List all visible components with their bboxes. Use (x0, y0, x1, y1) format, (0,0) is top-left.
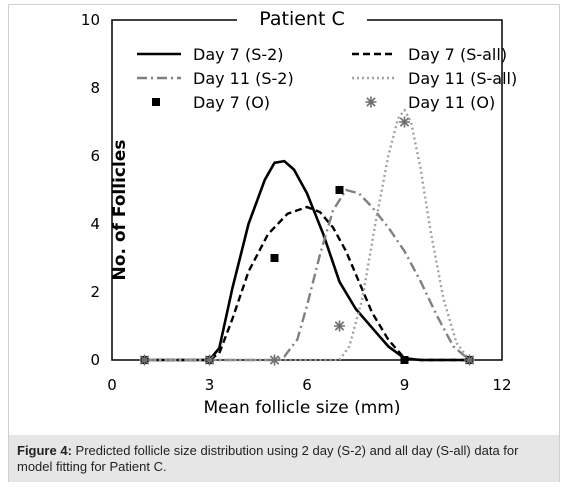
x-tick-label: 6 (302, 376, 312, 394)
series-day-11-s-all (144, 108, 471, 362)
y-tick-label: 8 (90, 79, 100, 97)
legend-label: Day 7 (S-2) (193, 45, 284, 64)
legend-label: Day 7 (S-all) (408, 45, 507, 64)
data-point-square (335, 186, 344, 194)
data-point-star (204, 354, 215, 366)
legend-symbol (152, 98, 160, 106)
y-axis-label: No. of Follicles (110, 140, 130, 281)
data-point-star (139, 354, 150, 366)
legend-symbol (365, 96, 377, 108)
y-tick-label: 0 (90, 351, 100, 369)
title-background (237, 9, 367, 31)
series-line (144, 159, 470, 362)
caption-text: Predicted follicle size distribution usi… (17, 443, 519, 474)
data-point-star (464, 354, 475, 366)
x-tick-label: 12 (492, 376, 511, 394)
legend-item: Day 7 (S-all) (352, 45, 507, 64)
chart-title: Patient C (259, 8, 344, 30)
series-day-7-o (140, 186, 474, 364)
x-tick-label: 9 (400, 376, 410, 394)
data-point-star (269, 354, 280, 366)
x-tick-label: 0 (107, 376, 117, 394)
legend-label: Day 11 (S-2) (193, 69, 294, 88)
figure-frame: 0 3 6 9 12 0 2 4 6 8 10 Day 7 (S-2) Day 7 (S-all) Da… (8, 4, 560, 482)
series-day-11-s-2 (144, 188, 471, 362)
y-tick-label: 2 (90, 283, 100, 301)
series-line (144, 108, 471, 362)
figure-caption: Figure 4: Predicted follicle size distri… (17, 443, 553, 475)
series-day-7-s-all (144, 205, 470, 362)
legend-item: Day 11 (O) (365, 93, 495, 112)
xlabel-background (219, 394, 399, 418)
y-tick-label: 10 (81, 11, 100, 29)
data-point-square (400, 356, 409, 364)
series-day-11-o (139, 116, 475, 366)
legend-item: Day 11 (S-2) (137, 69, 294, 88)
data-point-square (270, 254, 279, 262)
caption-box: Figure 4: Predicted follicle size distri… (9, 435, 559, 482)
legend: Day 7 (S-2) Day 7 (S-all) Day 11 (S-2) Day … (137, 45, 517, 112)
legend-label: Day 11 (O) (408, 93, 495, 112)
series-day-7-s-2 (144, 159, 470, 362)
series-line (144, 188, 471, 362)
x-tick-label: 3 (205, 376, 215, 394)
y-tick-label: 6 (90, 147, 100, 165)
caption-label: Figure 4: (17, 443, 72, 458)
legend-label: Day 7 (O) (193, 93, 270, 112)
legend-item: Day 11 (S-all) (352, 69, 517, 88)
legend-label: Day 11 (S-all) (408, 69, 517, 88)
data-point-star (334, 320, 345, 332)
data-point-star (399, 116, 410, 128)
y-tick-label: 4 (90, 215, 100, 233)
legend-item: Day 7 (S-2) (137, 45, 284, 64)
x-axis-label: Mean follicle size (mm) (204, 398, 401, 418)
legend-item: Day 7 (O) (152, 93, 270, 112)
series-layer (139, 108, 475, 366)
series-line (144, 205, 470, 362)
